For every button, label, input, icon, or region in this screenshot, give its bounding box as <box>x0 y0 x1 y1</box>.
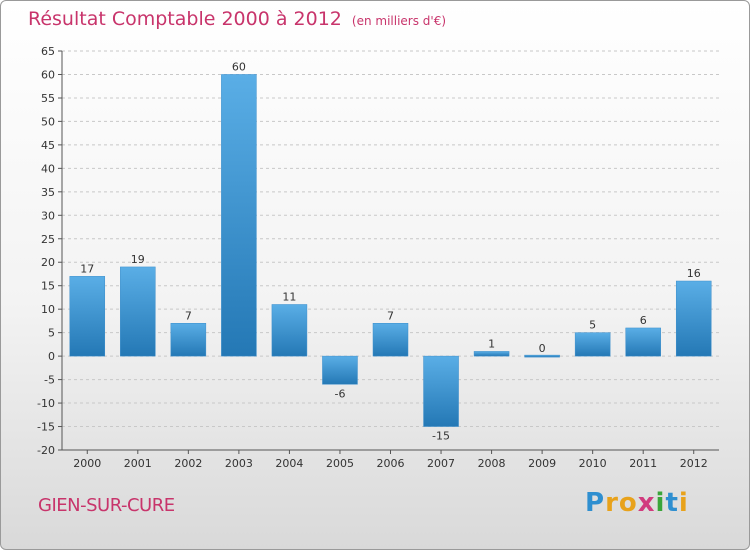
y-tick-label: 45 <box>41 139 55 152</box>
logo-letter: x <box>637 488 656 518</box>
y-tick-label: 60 <box>41 68 55 81</box>
location-label: GIEN-SUR-CURE <box>38 495 175 516</box>
y-tick-label: 5 <box>48 327 55 340</box>
bar-2011 <box>625 327 661 357</box>
x-tick-label: 2000 <box>73 457 101 470</box>
bar-2000 <box>69 276 106 357</box>
y-tick-label: 30 <box>41 209 55 222</box>
y-tick-label: 0 <box>48 350 55 363</box>
bar-2010 <box>574 332 611 357</box>
axes <box>58 50 719 454</box>
bars <box>69 74 712 427</box>
y-tick-label: -15 <box>37 421 55 434</box>
bar-2007 <box>423 355 459 427</box>
bar-2008 <box>473 351 510 357</box>
logo-letter: i <box>655 488 666 518</box>
data-label: 7 <box>185 309 192 322</box>
x-tick-label: 2005 <box>326 457 354 470</box>
data-label: 7 <box>387 309 394 322</box>
bar-2009 <box>524 354 560 358</box>
y-tick-label: 35 <box>41 186 55 199</box>
x-tick-label: 2006 <box>377 457 405 470</box>
bar-2006 <box>372 323 409 357</box>
y-tick-label: -5 <box>44 374 55 387</box>
y-tick-label: 20 <box>41 256 55 269</box>
bar-2012 <box>675 280 712 357</box>
chart-title-unit: (en milliers d'€) <box>351 14 447 28</box>
bar-2003 <box>221 74 257 357</box>
bar-2005 <box>322 355 358 385</box>
y-tick-label: -10 <box>37 397 55 410</box>
x-tick-label: 2009 <box>528 457 556 470</box>
logo-letter: t <box>665 488 679 518</box>
chart-title-main: Résultat Comptable 2000 à 2012 <box>28 8 342 30</box>
x-tick-label: 2004 <box>275 457 303 470</box>
y-tick-label: 10 <box>41 303 55 316</box>
proxiti-logo: Proxiti <box>585 488 689 518</box>
x-tick-label: 2001 <box>124 457 152 470</box>
x-tick-label: 2007 <box>427 457 455 470</box>
data-label: -6 <box>334 387 345 400</box>
x-tick-label: 2011 <box>629 457 657 470</box>
chart-title: Résultat Comptable 2000 à 2012 (en millie… <box>28 8 446 30</box>
x-tick-label: 2012 <box>680 457 708 470</box>
y-tick-label: 65 <box>41 45 55 58</box>
data-label: 5 <box>589 319 596 332</box>
y-tick-label: 55 <box>41 92 55 105</box>
y-tick-label: -20 <box>37 444 55 457</box>
bar-2004 <box>271 304 308 357</box>
data-label: 6 <box>640 314 647 327</box>
logo-letter: i <box>678 488 689 518</box>
logo-letter: P <box>585 488 606 518</box>
labels: 65605550454035302520151050-5-10-15-20172… <box>37 45 708 470</box>
x-tick-label: 2003 <box>225 457 253 470</box>
grid-lines <box>62 50 719 451</box>
data-label: 0 <box>539 342 546 355</box>
data-label: -15 <box>432 430 450 443</box>
x-tick-label: 2010 <box>579 457 607 470</box>
data-label: 17 <box>80 262 94 275</box>
y-tick-label: 40 <box>41 162 55 175</box>
bar-2002 <box>170 323 207 357</box>
logo-letter: r <box>605 488 619 518</box>
data-label: 19 <box>131 253 145 266</box>
data-label: 1 <box>488 337 495 350</box>
y-tick-label: 50 <box>41 115 55 128</box>
logo-letter: o <box>618 488 638 518</box>
bar-2001 <box>120 266 156 357</box>
y-tick-label: 15 <box>41 280 55 293</box>
x-tick-label: 2008 <box>478 457 506 470</box>
x-tick-label: 2002 <box>174 457 202 470</box>
data-label: 11 <box>282 290 296 303</box>
data-label: 60 <box>232 60 246 73</box>
y-tick-label: 25 <box>41 233 55 246</box>
data-label: 16 <box>687 267 701 280</box>
